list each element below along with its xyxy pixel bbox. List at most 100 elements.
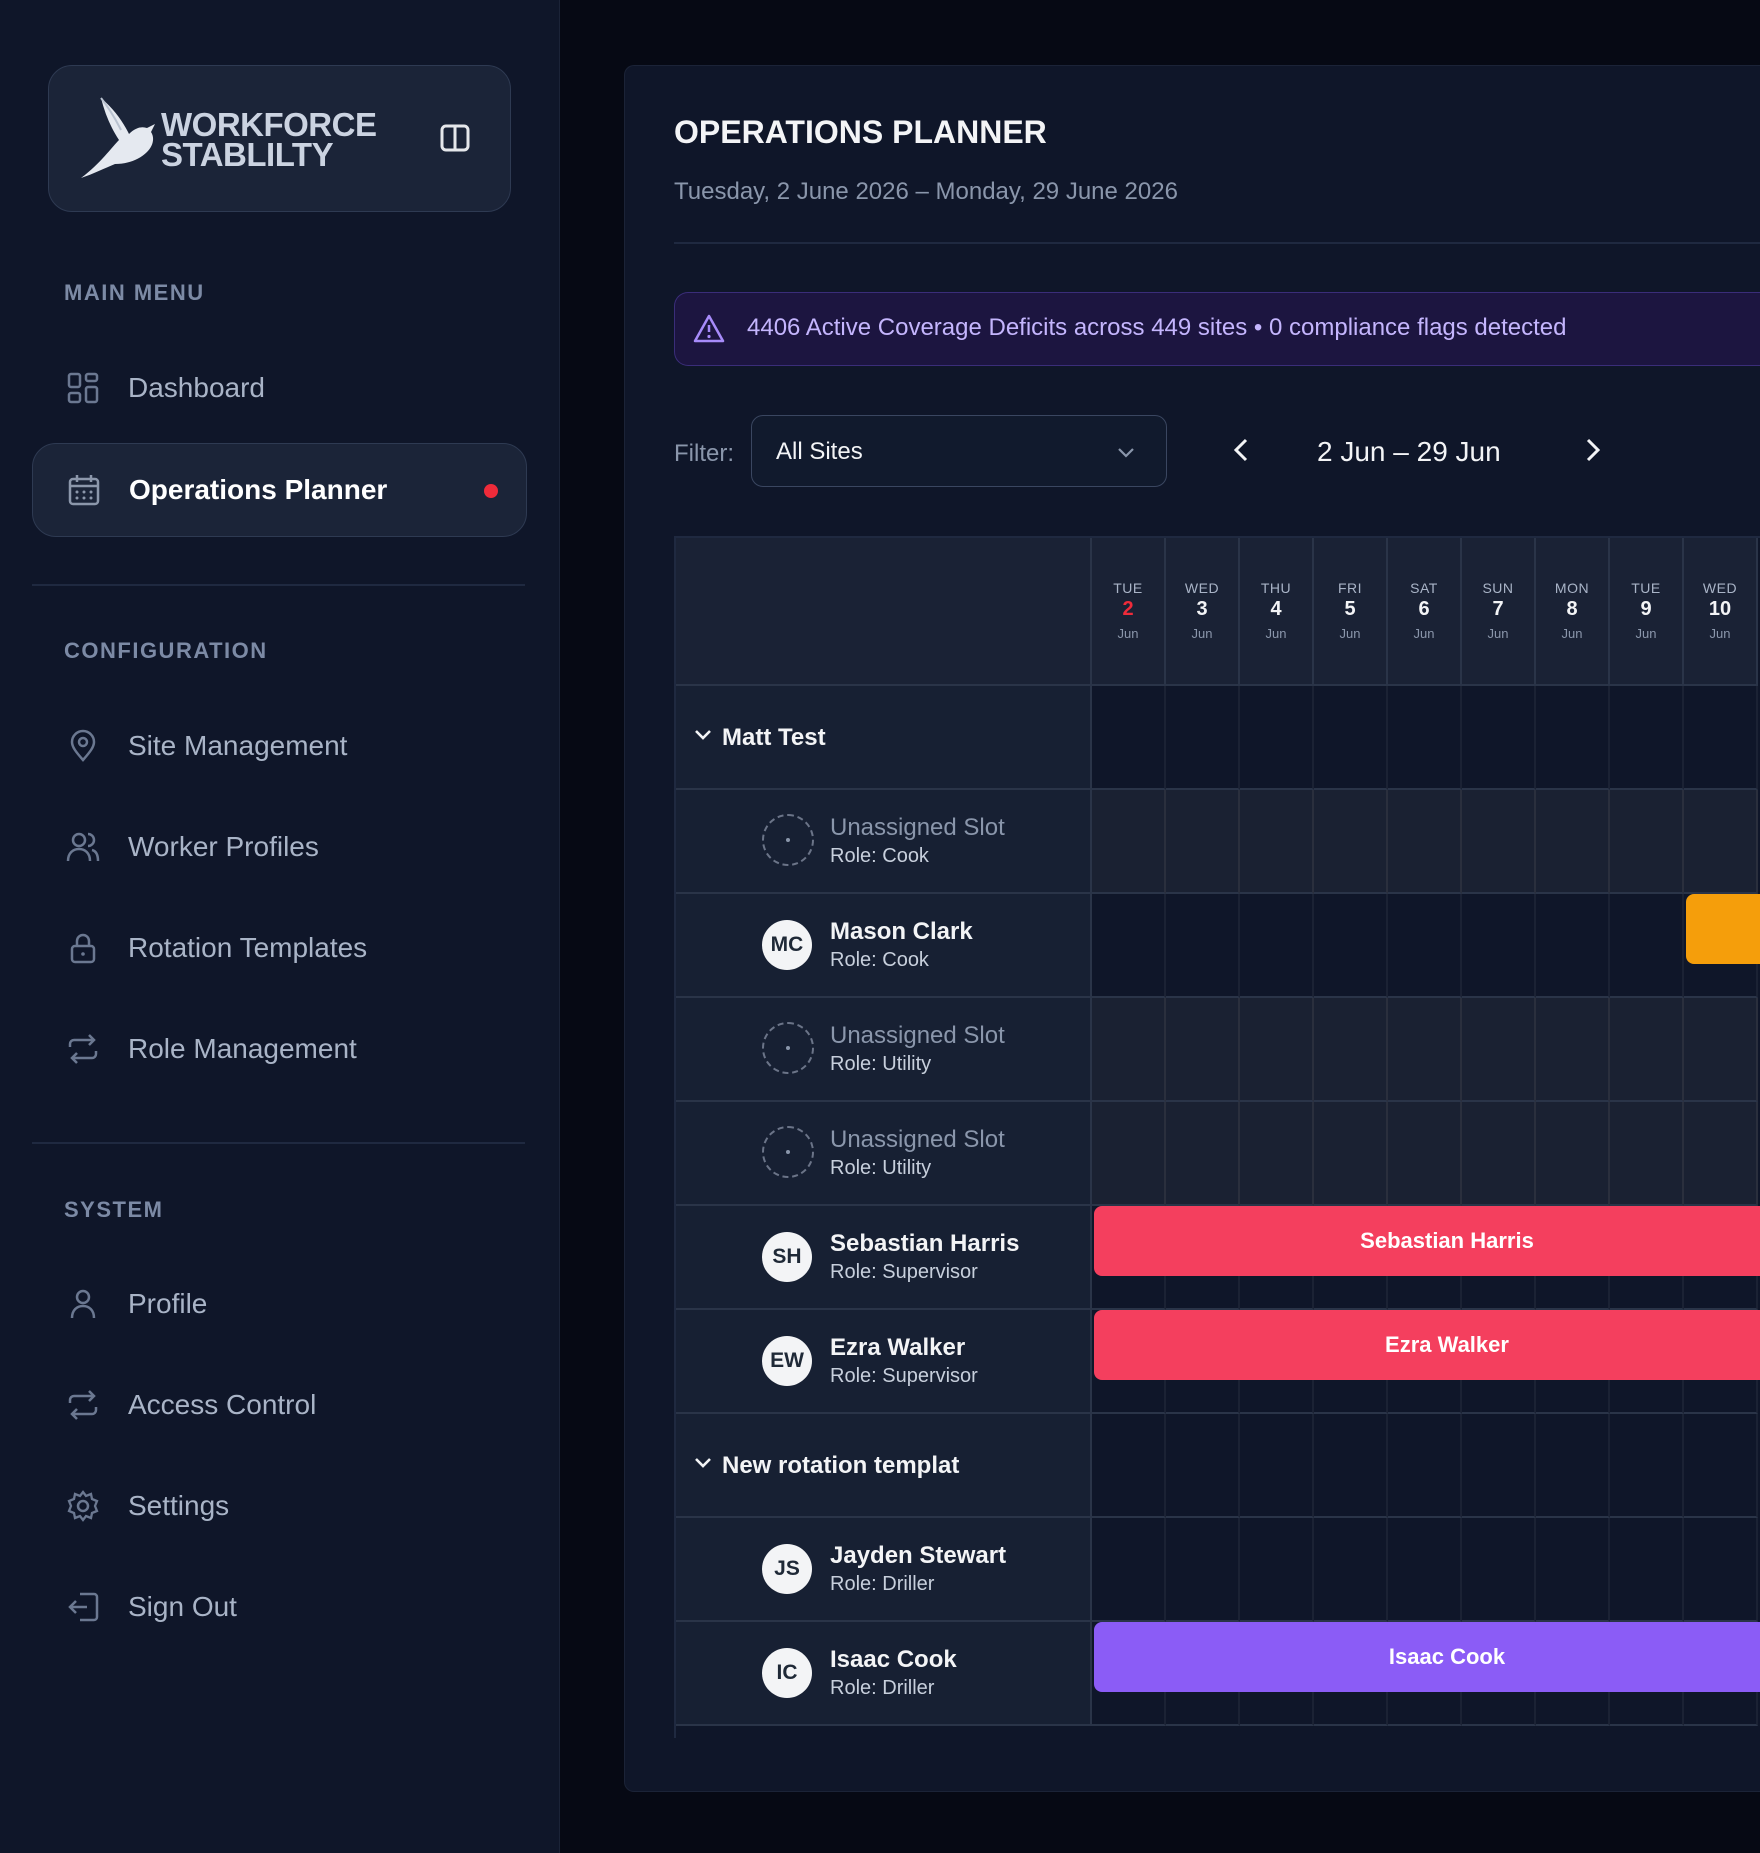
sidebar-toggle-icon[interactable]	[438, 121, 472, 155]
worker-name: Isaac Cook	[830, 1646, 957, 1673]
schedule-cell[interactable]	[1610, 1414, 1684, 1518]
repeat-icon	[68, 1390, 98, 1420]
previous-range-button[interactable]	[1224, 432, 1260, 468]
schedule-cell[interactable]	[1092, 686, 1166, 790]
schedule-cell[interactable]	[1388, 1518, 1462, 1622]
schedule-cell[interactable]	[1314, 998, 1388, 1102]
sidebar-item-profile[interactable]: Profile	[32, 1258, 525, 1350]
schedule-cell[interactable]	[1314, 1518, 1388, 1622]
day-of-week: WED	[1702, 580, 1738, 596]
shift-bar[interactable]: Sebastian Harris	[1094, 1206, 1760, 1276]
schedule-cell[interactable]	[1240, 790, 1314, 894]
schedule-cell[interactable]	[1536, 686, 1610, 790]
schedule-cell[interactable]	[1536, 790, 1610, 894]
empty-slot-icon	[762, 814, 814, 866]
schedule-cell[interactable]	[1610, 1518, 1684, 1622]
sidebar-item-access-control[interactable]: Access Control	[32, 1359, 525, 1451]
sidebar-item-site-management[interactable]: Site Management	[32, 700, 525, 792]
schedule-cell[interactable]	[1314, 790, 1388, 894]
sidebar-item-role-management[interactable]: Role Management	[32, 1003, 525, 1095]
schedule-cell[interactable]	[1610, 998, 1684, 1102]
schedule-cell[interactable]	[1536, 1414, 1610, 1518]
schedule-cell[interactable]	[1240, 1414, 1314, 1518]
site-filter-select[interactable]: All Sites	[751, 415, 1167, 487]
empty-slot-icon	[762, 1022, 814, 1074]
group-title: New rotation templat	[722, 1452, 960, 1479]
schedule-cell[interactable]	[1314, 1102, 1388, 1206]
coverage-alert-banner: 4406 Active Coverage Deficits across 449…	[674, 292, 1760, 366]
sidebar-item-dashboard[interactable]: Dashboard	[32, 342, 525, 434]
schedule-cell[interactable]	[1536, 998, 1610, 1102]
day-month: Jun	[1117, 626, 1139, 641]
sidebar-item-settings[interactable]: Settings	[32, 1460, 525, 1552]
day-header: FRI 5 Jun	[1314, 538, 1388, 686]
schedule-cell[interactable]	[1610, 790, 1684, 894]
next-range-button[interactable]	[1574, 432, 1610, 468]
site-filter-value: All Sites	[776, 438, 863, 465]
schedule-cell[interactable]	[1166, 790, 1240, 894]
schedule-cell[interactable]	[1610, 686, 1684, 790]
schedule-cell[interactable]	[1092, 1518, 1166, 1622]
schedule-cell[interactable]	[1462, 790, 1536, 894]
schedule-cell[interactable]	[1684, 686, 1758, 790]
schedule-cell[interactable]	[1462, 894, 1536, 998]
schedule-cell[interactable]	[1462, 1102, 1536, 1206]
schedule-cell[interactable]	[1240, 686, 1314, 790]
shift-bar[interactable]	[1686, 894, 1760, 964]
sidebar-item-worker-profiles[interactable]: Worker Profiles	[32, 801, 525, 893]
schedule-cell[interactable]	[1166, 1414, 1240, 1518]
schedule-cell[interactable]	[1092, 998, 1166, 1102]
chevron-down-icon[interactable]	[692, 1452, 714, 1474]
schedule-cell[interactable]	[1092, 1414, 1166, 1518]
schedule-cell[interactable]	[1610, 1102, 1684, 1206]
row-label-cell[interactable]: New rotation templat	[676, 1414, 1092, 1518]
schedule-cell[interactable]	[1166, 686, 1240, 790]
schedule-cell[interactable]	[1610, 894, 1684, 998]
worker-role: Role: Cook	[830, 949, 929, 971]
schedule-cell[interactable]	[1166, 998, 1240, 1102]
schedule-cell[interactable]	[1536, 1518, 1610, 1622]
schedule-cell[interactable]	[1240, 894, 1314, 998]
schedule-cell[interactable]	[1166, 1518, 1240, 1622]
schedule-cell[interactable]	[1388, 998, 1462, 1102]
sidebar-item-rotation-templates[interactable]: Rotation Templates	[32, 902, 525, 994]
alert-message: 4406 Active Coverage Deficits across 449…	[747, 314, 1567, 341]
schedule-cell[interactable]	[1684, 1414, 1758, 1518]
brand-line-1: WORKFORCE	[161, 106, 377, 143]
shift-bar[interactable]: Ezra Walker	[1094, 1310, 1760, 1380]
schedule-cell[interactable]	[1388, 894, 1462, 998]
schedule-cell[interactable]	[1388, 1102, 1462, 1206]
sidebar-item-operations-planner[interactable]: Operations Planner	[32, 443, 527, 537]
schedule-cell[interactable]	[1388, 686, 1462, 790]
day-of-week: THU	[1260, 580, 1292, 596]
shift-bar[interactable]: Isaac Cook	[1094, 1622, 1760, 1692]
schedule-cell[interactable]	[1240, 1518, 1314, 1622]
chevron-down-icon[interactable]	[692, 724, 714, 746]
schedule-cell[interactable]	[1536, 894, 1610, 998]
schedule-cell[interactable]	[1388, 1414, 1462, 1518]
schedule-cell[interactable]	[1314, 1414, 1388, 1518]
schedule-cell[interactable]	[1684, 998, 1758, 1102]
row-label-cell[interactable]: Matt Test	[676, 686, 1092, 790]
schedule-cell[interactable]	[1166, 1102, 1240, 1206]
schedule-cell[interactable]	[1240, 998, 1314, 1102]
schedule-cell[interactable]	[1462, 1518, 1536, 1622]
schedule-cell[interactable]	[1314, 686, 1388, 790]
schedule-cell[interactable]	[1684, 1518, 1758, 1622]
schedule-cell[interactable]	[1240, 1102, 1314, 1206]
schedule-cell[interactable]	[1388, 790, 1462, 894]
schedule-cell[interactable]	[1462, 1414, 1536, 1518]
schedule-cell[interactable]	[1092, 1102, 1166, 1206]
schedule-cell[interactable]	[1462, 998, 1536, 1102]
schedule-cell[interactable]	[1684, 1102, 1758, 1206]
schedule-cell[interactable]	[1462, 686, 1536, 790]
schedule-cell[interactable]	[1684, 790, 1758, 894]
schedule-cell[interactable]	[1166, 894, 1240, 998]
sidebar-item-sign-out[interactable]: Sign Out	[32, 1561, 525, 1653]
day-of-week: MON	[1554, 580, 1590, 596]
schedule-cell[interactable]	[1092, 790, 1166, 894]
schedule-cell[interactable]	[1092, 894, 1166, 998]
schedule-cell[interactable]	[1536, 1102, 1610, 1206]
day-of-week: SAT	[1410, 580, 1438, 596]
schedule-cell[interactable]	[1314, 894, 1388, 998]
